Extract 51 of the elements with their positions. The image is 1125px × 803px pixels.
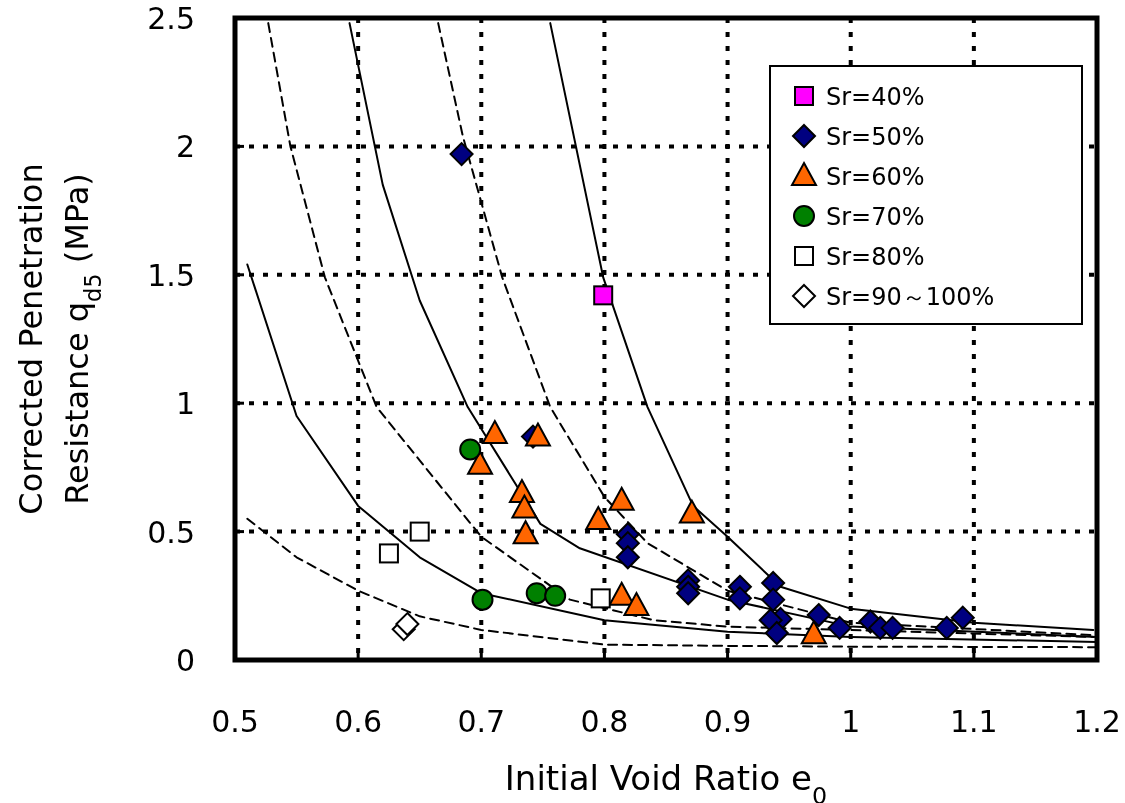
x-tick-label: 1.2 — [1073, 704, 1121, 739]
legend-label: Sr=60% — [826, 163, 925, 191]
x-tick-label: 0.5 — [211, 704, 259, 739]
x-tick-label: 1 — [841, 704, 861, 739]
point — [827, 615, 852, 640]
point — [593, 285, 614, 306]
point — [525, 582, 548, 605]
point — [467, 450, 494, 475]
point — [449, 142, 474, 167]
point — [678, 499, 705, 524]
point — [806, 603, 831, 628]
point — [800, 620, 827, 645]
point — [615, 545, 640, 570]
legend-label: Sr=50% — [826, 123, 925, 151]
x-tick-label: 0.8 — [580, 704, 629, 739]
legend-label: Sr=80% — [826, 243, 925, 271]
point — [524, 422, 551, 447]
y-tick-label: 0.5 — [147, 514, 195, 550]
y-tick-label: 1.5 — [147, 257, 195, 293]
point — [378, 543, 399, 564]
y-tick-label: 1 — [175, 386, 195, 422]
point — [934, 615, 959, 640]
x-tick-label: 0.7 — [457, 704, 506, 739]
legend-label: Sr=90～100% — [826, 283, 995, 311]
point — [512, 520, 539, 545]
point — [608, 486, 635, 511]
point — [585, 506, 612, 531]
point — [676, 581, 701, 606]
point — [764, 621, 789, 646]
y-tick-label: 2.5 — [147, 1, 195, 36]
point — [544, 584, 567, 607]
x-tick-label: 1.1 — [950, 704, 998, 739]
point — [950, 605, 975, 630]
legend-label: Sr=70% — [826, 203, 925, 231]
point — [727, 586, 752, 611]
point — [409, 521, 430, 542]
point — [761, 587, 786, 612]
point — [880, 615, 905, 640]
y-tick-label: 0 — [175, 643, 195, 678]
legend-label: Sr=40% — [826, 83, 925, 111]
point — [511, 494, 538, 519]
point — [481, 420, 508, 445]
point — [395, 612, 420, 637]
point — [471, 588, 494, 611]
point — [608, 581, 635, 606]
point — [590, 588, 611, 609]
point — [623, 592, 650, 617]
y-tick-label: 2 — [175, 129, 195, 165]
x-tick-label: 0.6 — [334, 704, 382, 739]
point — [459, 438, 482, 461]
x-tick-label: 0.9 — [703, 704, 752, 739]
